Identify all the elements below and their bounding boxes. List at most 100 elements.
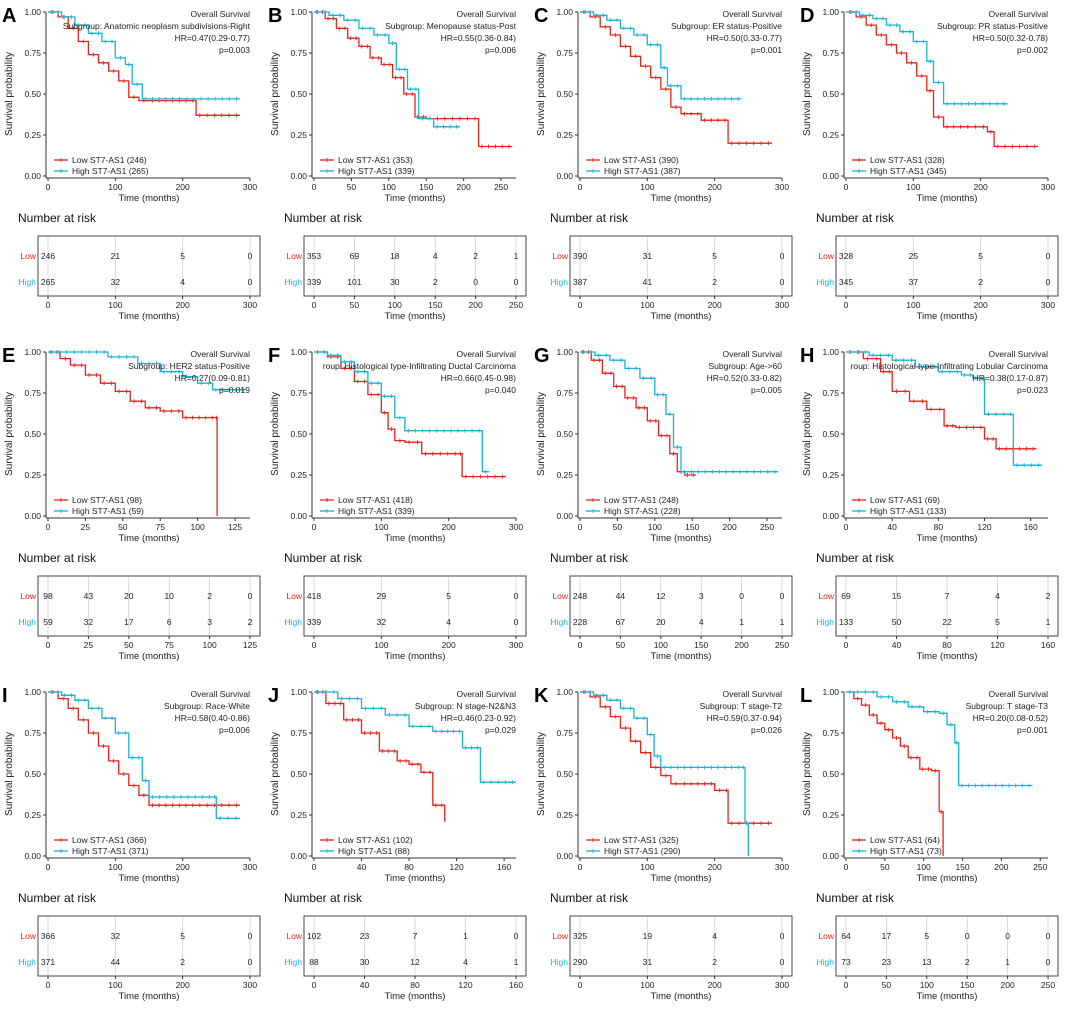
x-tick-label: 100 — [906, 182, 920, 192]
risk-value-high: 31 — [643, 957, 653, 967]
panel-letter: F — [268, 345, 280, 367]
censor-mark — [147, 361, 151, 366]
censor-mark — [926, 767, 931, 772]
plot-title: Overall Survival — [722, 9, 782, 19]
censor-mark — [91, 731, 96, 735]
censor-mark — [203, 415, 208, 420]
panel-i: I Survival probability 0.00 0.25 0.50 0.75 1.0… — [2, 685, 261, 1002]
censor-mark — [759, 141, 763, 146]
censor-mark — [933, 768, 938, 773]
censor-mark — [936, 80, 941, 85]
censor-mark — [171, 795, 176, 799]
censor-mark — [123, 731, 128, 735]
risk-value-high: 4 — [446, 617, 451, 627]
y-tick-label: 0.25 — [556, 810, 573, 820]
censor-mark — [426, 724, 431, 729]
censor-mark — [729, 765, 734, 770]
risk-value-high: 17 — [124, 617, 134, 627]
low-survival-curve — [314, 11, 513, 148]
risk-value-high: 2 — [965, 957, 970, 967]
censor-mark — [702, 96, 707, 101]
censor-mark — [220, 387, 225, 392]
legend-entry: High ST7-AS1 (339) — [338, 506, 415, 516]
x-tick-label: 100 — [917, 862, 931, 872]
legend-censor-mark — [59, 838, 63, 842]
censor-mark — [386, 749, 391, 753]
risk-table-title: Number at risk — [18, 211, 97, 225]
censor-mark — [588, 690, 593, 694]
censor-mark — [457, 116, 462, 121]
censor-mark — [103, 716, 108, 721]
censor-mark — [765, 469, 770, 474]
y-tick-label: 0.00 — [822, 511, 839, 521]
censor-mark — [416, 762, 420, 767]
censor-mark — [675, 445, 680, 450]
risk-value-low: 15 — [892, 591, 902, 601]
y-tick-label: 1.00 — [290, 687, 307, 697]
risk-value-low: 0 — [1046, 931, 1051, 941]
subgroup-label: Subgroup: PR status-Positive — [937, 21, 1048, 31]
legend-censor-mark — [325, 498, 329, 502]
censor-mark — [642, 716, 646, 721]
y-tick-label: 0.75 — [556, 48, 573, 58]
censor-mark — [988, 129, 993, 134]
y-tick-label: 0.25 — [822, 810, 839, 820]
y-axis-label: Survival probability — [4, 392, 15, 476]
censor-mark — [709, 781, 714, 786]
censor-mark — [1003, 144, 1008, 149]
risk-value-low: 5 — [180, 251, 185, 261]
x-axis-label: Time (months) — [385, 533, 446, 544]
censor-mark — [338, 13, 343, 18]
risk-table-box — [569, 235, 793, 297]
censor-mark — [1017, 144, 1022, 149]
y-axis-label: Survival probability — [802, 392, 813, 476]
censor-mark — [61, 696, 66, 701]
censor-mark — [980, 783, 985, 788]
censor-mark — [338, 701, 343, 706]
censor-mark — [147, 405, 151, 410]
low-survival-curve — [580, 351, 696, 476]
x-tick-label: 200 — [708, 862, 722, 872]
censor-mark — [326, 701, 331, 706]
risk-x-tick-label: 150 — [694, 640, 708, 650]
x-tick-label: 100 — [374, 522, 388, 532]
legend-entry: Low ST7-AS1 (98) — [72, 495, 142, 505]
risk-x-tick-label: 50 — [350, 300, 360, 310]
legend-entry: High ST7-AS1 (371) — [72, 846, 149, 856]
censor-mark — [581, 690, 586, 694]
risk-value-high: 339 — [307, 277, 321, 287]
censor-mark — [131, 95, 136, 100]
censor-mark — [603, 24, 608, 29]
y-tick-label: 1.00 — [24, 687, 41, 697]
risk-value-low: 17 — [882, 931, 892, 941]
risk-value-low: 7 — [413, 931, 418, 941]
low-survival-curve — [580, 11, 772, 144]
legend-entry: Low ST7-AS1 (390) — [604, 155, 679, 165]
censor-mark — [404, 92, 409, 96]
censor-mark — [227, 387, 232, 392]
y-tick-label: 0.00 — [24, 171, 41, 181]
risk-x-tick-label: 300 — [243, 300, 257, 310]
censor-mark — [408, 87, 413, 92]
risk-x-tick-label: 0 — [578, 640, 583, 650]
censor-mark — [901, 29, 906, 34]
censor-mark — [150, 96, 155, 101]
censor-mark — [56, 690, 61, 694]
censor-mark — [620, 384, 625, 389]
x-tick-label: 300 — [775, 862, 789, 872]
risk-value-low: 4 — [433, 251, 438, 261]
censor-mark — [362, 369, 367, 374]
censor-mark — [751, 821, 756, 826]
y-tick-label: 0.50 — [556, 429, 573, 439]
censor-mark — [439, 729, 444, 734]
censor-mark — [315, 10, 320, 14]
censor-mark — [427, 770, 432, 775]
y-axis-label: Survival probability — [536, 52, 547, 136]
risk-value-low: 5 — [180, 931, 185, 941]
risk-value-high: 265 — [41, 277, 55, 287]
censor-mark — [894, 699, 899, 704]
censor-mark — [847, 350, 852, 354]
censor-mark — [331, 690, 336, 694]
p-value: p=0.001 — [751, 45, 782, 55]
censor-mark — [191, 374, 196, 379]
